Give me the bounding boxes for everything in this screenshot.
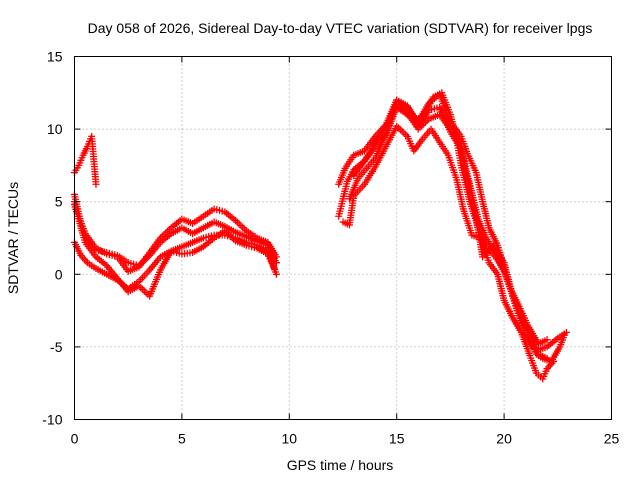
x-tick-label: 15 (389, 431, 405, 447)
y-tick-labels: -10 -5 0 5 10 15 (42, 49, 62, 428)
series-trail (72, 135, 100, 186)
series-arc-d (71, 201, 278, 300)
y-tick-label: 15 (47, 49, 63, 65)
x-tick-label: 5 (178, 431, 186, 447)
axis-ticks (74, 56, 612, 420)
y-tick-label: 0 (55, 266, 63, 282)
x-tick-label: 0 (71, 431, 79, 447)
data-points (71, 89, 570, 383)
chart-title: Day 058 of 2026, Sidereal Day-to-day VTE… (88, 20, 593, 36)
x-axis-label: GPS time / hours (287, 457, 394, 473)
series-trail (341, 124, 556, 381)
y-tick-label: -5 (50, 339, 63, 355)
x-tick-label: 25 (604, 431, 620, 447)
y-axis-label: SDTVAR / TECUs (5, 182, 21, 294)
series-arc-c (71, 231, 280, 293)
series-trail (351, 90, 549, 347)
series-arc-j (350, 89, 551, 348)
plot-frame (74, 56, 612, 420)
series-arc-e (71, 132, 100, 188)
series-trail (71, 203, 277, 298)
x-tick-label: 20 (496, 431, 512, 447)
x-tick-labels: 0 5 10 15 20 25 (71, 431, 620, 447)
x-tick-label: 10 (282, 431, 298, 447)
y-tick-label: 10 (47, 121, 63, 137)
y-tick-label: 5 (55, 194, 63, 210)
y-tick-label: -10 (42, 412, 62, 428)
